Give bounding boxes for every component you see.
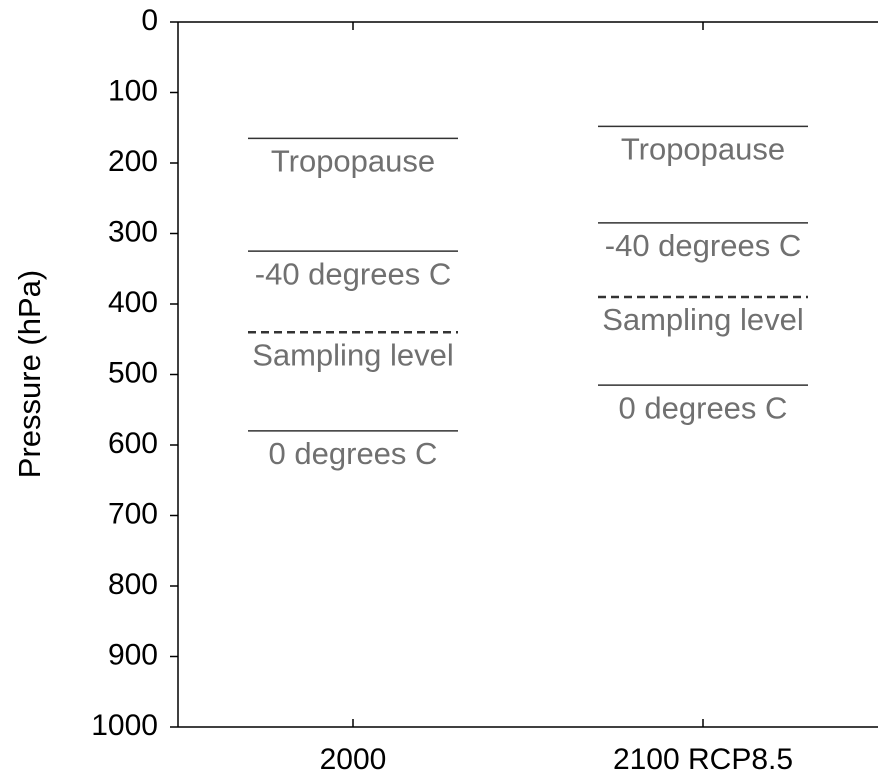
y-tick-label: 700 xyxy=(108,497,158,530)
y-tick-label: 1000 xyxy=(91,709,158,742)
x-tick-label: 2000 xyxy=(320,743,387,776)
y-tick-label: 500 xyxy=(108,356,158,389)
x-tick-label: 2100 RCP8.5 xyxy=(613,743,793,776)
level-label: Sampling level xyxy=(252,337,454,372)
level-label: Tropopause xyxy=(621,132,785,167)
y-tick-label: 900 xyxy=(108,638,158,671)
y-tick-label: 400 xyxy=(108,286,158,319)
level-label: 0 degrees C xyxy=(619,390,788,425)
y-axis-title: Pressure (hPa) xyxy=(12,270,47,478)
level-label: 0 degrees C xyxy=(269,436,438,471)
y-tick-label: 200 xyxy=(108,145,158,178)
y-tick-label: 0 xyxy=(141,4,158,37)
y-tick-label: 600 xyxy=(108,427,158,460)
y-tick-label: 800 xyxy=(108,568,158,601)
level-label: Tropopause xyxy=(271,144,435,179)
y-tick-label: 300 xyxy=(108,215,158,248)
level-label: -40 degrees C xyxy=(255,256,451,291)
y-tick-label: 100 xyxy=(108,74,158,107)
level-label: -40 degrees C xyxy=(605,228,801,263)
level-label: Sampling level xyxy=(602,302,804,337)
